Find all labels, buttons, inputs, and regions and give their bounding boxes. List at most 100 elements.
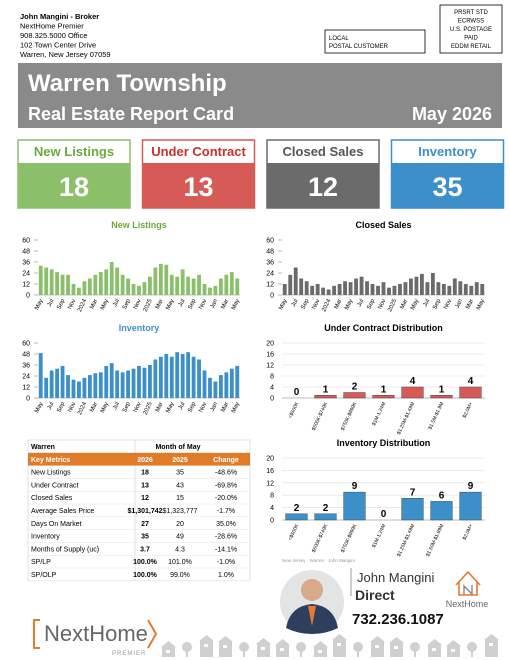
house-window: [375, 645, 379, 648]
agent-head: [301, 579, 323, 601]
tree-trunk: [414, 651, 416, 657]
bar: [430, 273, 435, 295]
x-tick-label: Mar: [155, 401, 165, 413]
bar: [354, 278, 358, 295]
bar: [224, 372, 229, 398]
bar: [447, 285, 452, 295]
data-label: 7: [410, 487, 416, 498]
bar: [142, 282, 147, 295]
house-body: [390, 643, 403, 657]
house-roof: [256, 638, 271, 644]
bar: [191, 278, 196, 295]
chart-title: Closed Sales: [355, 220, 411, 230]
bar: [49, 370, 54, 398]
house-body: [257, 644, 270, 657]
tile-value-bg: [18, 163, 130, 208]
data-label: 9: [468, 481, 474, 492]
y-tick-label: 48: [22, 249, 30, 256]
bar: [282, 284, 287, 295]
x-tick-label: May: [278, 298, 288, 311]
table-cell: $1,301,742: [127, 508, 162, 515]
x-tick-label: Sep: [432, 298, 442, 311]
bar: [109, 363, 114, 398]
x-tick-label: Jul: [47, 401, 56, 410]
bar: [131, 284, 136, 295]
x-tick-label: Sep: [187, 401, 197, 414]
bar: [115, 267, 120, 295]
agent-tie: [308, 606, 316, 626]
tile-value-bg: [267, 163, 379, 208]
tile-value: 13: [183, 172, 213, 202]
agent-line: John Mangini - Broker: [20, 12, 99, 21]
bar: [77, 381, 81, 398]
house-body: [371, 642, 384, 657]
bar: [49, 269, 54, 295]
bar: [425, 282, 430, 295]
x-tick-label: Jan: [210, 401, 220, 412]
x-tick-label: Jul: [178, 298, 187, 307]
table-cell: 35.0%: [216, 521, 236, 528]
y-tick-label: 12: [266, 282, 274, 289]
table-cell: 100.0%: [133, 572, 158, 579]
y-tick-label: 24: [22, 271, 30, 278]
x-tick-label: Sep: [366, 298, 376, 311]
table-cell: Inventory: [31, 534, 60, 541]
x-tick-label: May: [165, 401, 175, 414]
agent-direct: Direct: [355, 587, 395, 603]
house-window: [261, 647, 265, 650]
x-tick-label: 2024: [321, 298, 332, 313]
table-cell: $1,323,777: [162, 508, 197, 515]
table-cell: -48.6%: [215, 470, 237, 477]
bar: [60, 365, 65, 398]
tile-label: Inventory: [418, 144, 477, 159]
logo-house: [455, 570, 481, 596]
table-cell: -20.0%: [215, 495, 237, 502]
bar: [348, 282, 353, 295]
bar: [343, 491, 366, 521]
bar: [321, 287, 326, 295]
tree: [296, 642, 306, 652]
bar: [376, 285, 380, 295]
x-tick-label: Nov: [443, 298, 453, 310]
bar: [148, 365, 152, 398]
bar: [82, 377, 87, 398]
bar: [229, 368, 234, 398]
y-tick-label: 12: [22, 385, 30, 392]
tree: [410, 642, 420, 652]
table-cell: 4.3: [175, 546, 185, 553]
bar: [314, 395, 337, 399]
bar: [213, 285, 218, 295]
x-tick-label: Sep: [122, 298, 132, 311]
local-line: LOCAL: [329, 36, 349, 42]
table-cell: 100.0%: [133, 559, 158, 566]
bar: [235, 278, 240, 295]
x-tick-label: Mar: [220, 298, 230, 310]
permit-line: U.S. POSTAGE: [450, 27, 492, 33]
bar: [208, 287, 212, 295]
x-tick-label: Sep: [301, 298, 311, 311]
bar: [229, 272, 234, 295]
table-cell: 18: [141, 470, 149, 477]
tile-value: 35: [432, 172, 462, 202]
bar: [98, 272, 103, 295]
table-header: 2026: [137, 457, 153, 464]
bar: [459, 386, 482, 399]
x-tick-label: Nov: [198, 298, 208, 310]
y-tick-label: 20: [266, 456, 274, 463]
data-label: 9: [352, 481, 358, 492]
bar: [387, 287, 391, 295]
data-label: 2: [352, 382, 358, 393]
bar: [315, 284, 320, 295]
data-label: 0: [294, 387, 300, 398]
x-tick-label: May: [100, 401, 110, 414]
table-header-bg: [28, 452, 250, 466]
y-tick-label: 0: [270, 293, 274, 300]
y-tick-label: 12: [266, 363, 274, 370]
tile-value-bg: [142, 163, 255, 208]
x-tick-label: Jul: [178, 401, 187, 410]
bar: [218, 278, 223, 295]
houses-decoration: [161, 634, 499, 657]
data-label: 2: [323, 503, 329, 514]
y-tick-label: 36: [22, 260, 30, 267]
x-tick-label: Sep: [122, 401, 132, 414]
